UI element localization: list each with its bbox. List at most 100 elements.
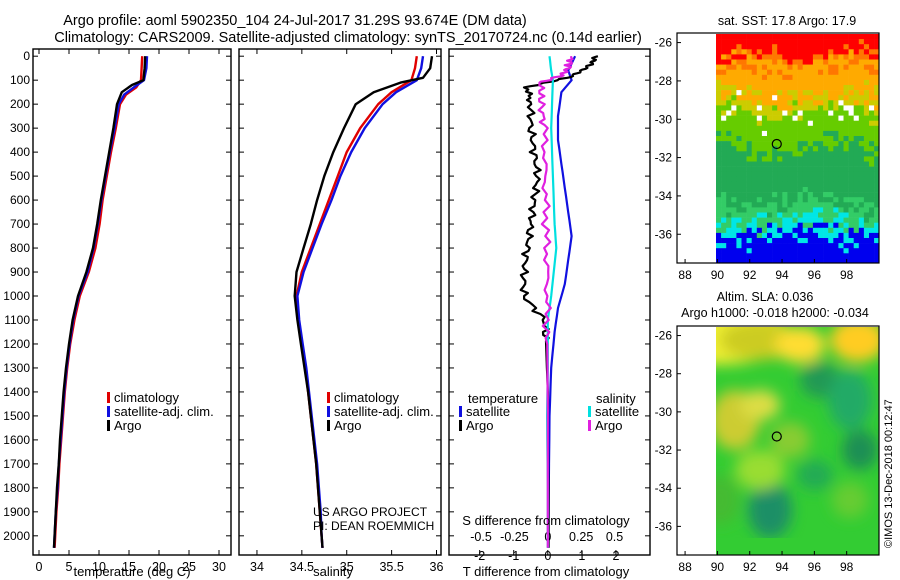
depth-tick-label: 600 xyxy=(10,193,30,207)
x-tick-label: 0 xyxy=(36,560,43,574)
legend-label-climatology: climatology xyxy=(114,390,180,405)
legend-swatch-climatology xyxy=(107,392,110,403)
salinity-plot-frame xyxy=(238,48,442,556)
depth-tick-label: 800 xyxy=(10,241,30,255)
depth-tick-label: 700 xyxy=(10,217,30,231)
figure-title-line1: Argo profile: aoml 5902350_104 24-Jul-20… xyxy=(63,13,527,29)
argo-location-marker xyxy=(771,431,782,442)
depth-tick-label: 1000 xyxy=(3,289,30,303)
legend-swatch-s-satellite xyxy=(588,406,591,417)
s-tick-label: 0.25 xyxy=(569,530,593,544)
difference-plot-frame xyxy=(448,48,651,556)
sla-map-subtitle: Argo h1000: -0.018 h2000: -0.034 xyxy=(681,306,869,320)
depth-tick-label: 2000 xyxy=(3,529,30,543)
map-y-tick-label: -26 xyxy=(655,329,673,343)
legend-label-t-argo: Argo xyxy=(466,418,493,433)
x-tick-label: 5 xyxy=(66,560,73,574)
series-line-t-satellite xyxy=(547,55,577,548)
series-line-satellite-adj-clim- xyxy=(52,56,149,548)
map-x-tick-label: 88 xyxy=(678,560,692,574)
sst-map-title: sat. SST: 17.8 Argo: 17.9 xyxy=(718,14,856,28)
map-x-tick-label: 96 xyxy=(808,268,822,282)
legend-label-satellite: satellite-adj. clim. xyxy=(334,404,434,419)
x-tick-label: 34.5 xyxy=(290,560,314,574)
legend-swatch-climatology xyxy=(327,392,330,403)
depth-tick-label: 0 xyxy=(23,49,30,63)
depth-tick-label: 900 xyxy=(10,265,30,279)
x-tick-label: 30 xyxy=(212,560,226,574)
x-tick-label: 36 xyxy=(430,560,444,574)
map-y-tick-label: -28 xyxy=(655,367,673,381)
sla-map-axes: 88 90 92 94 96 98 -26 -28 -30 -32 -34 -36 xyxy=(655,329,854,574)
depth-tick-label: 400 xyxy=(10,145,30,159)
legend-swatch-satellite xyxy=(107,406,110,417)
depth-tick-label: 1100 xyxy=(4,313,30,327)
difference-legend: temperature satellite Argo salinity sate… xyxy=(459,391,639,433)
legend-label-t-satellite: satellite xyxy=(466,404,510,419)
sst-map-axes: 88 90 92 94 96 98 -26 -28 -30 -32 -34 -36 xyxy=(655,36,854,282)
map-x-tick-label: 96 xyxy=(808,560,822,574)
temperature-chart: 0 5 10 15 20 25 300100200300400500600700800900… xyxy=(3,49,231,574)
legend-swatch-t-argo xyxy=(459,420,462,431)
legend-salinity-title: salinity xyxy=(596,391,636,406)
map-y-tick-label: -30 xyxy=(655,112,673,126)
legend-label-climatology: climatology xyxy=(334,390,400,405)
depth-tick-label: 200 xyxy=(10,97,30,111)
x-tick-label: 35.5 xyxy=(379,560,403,574)
pi-credit: PI: DEAN ROEMMICH xyxy=(313,519,434,533)
sst-map-frame xyxy=(676,32,880,264)
argo-location-marker xyxy=(771,138,782,150)
depth-tick-label: 1300 xyxy=(3,361,30,375)
legend-swatch-s-argo xyxy=(588,420,591,431)
legend-label-argo: Argo xyxy=(334,418,361,433)
imos-timestamp: ©IMOS 13-Dec-2018 00:12:47 xyxy=(883,399,895,548)
sla-map-field xyxy=(716,327,879,555)
depth-tick-label: 300 xyxy=(10,121,30,135)
map-x-tick-label: 90 xyxy=(711,268,725,282)
legend-label-satellite: satellite-adj. clim. xyxy=(114,404,214,419)
depth-tick-label: 1800 xyxy=(3,481,30,495)
series-line-climatology xyxy=(53,56,144,548)
map-x-tick-label: 88 xyxy=(678,268,692,282)
map-y-tick-label: -26 xyxy=(655,36,673,50)
x-tick-label: 25 xyxy=(182,560,196,574)
map-y-tick-label: -32 xyxy=(655,151,673,165)
series-line-argo xyxy=(293,56,434,548)
map-y-tick-label: -28 xyxy=(655,74,673,88)
s-tick-label: 0.5 xyxy=(606,530,623,544)
sst-map-field xyxy=(716,34,879,263)
x-tick-label: 35 xyxy=(340,560,354,574)
depth-tick-label: 1500 xyxy=(3,409,30,423)
map-x-tick-label: 92 xyxy=(743,268,757,282)
legend-temperature-title: temperature xyxy=(468,391,538,406)
depth-tick-label: 1900 xyxy=(3,505,30,519)
project-credit: US ARGO PROJECT xyxy=(313,505,428,519)
legend-swatch-t-satellite xyxy=(459,406,462,417)
x-tick-label: 1 xyxy=(578,549,585,563)
x-tick-label: -2 xyxy=(474,549,485,563)
salinity-chart: 34 34.5 35 35.5 36 xyxy=(239,49,444,574)
depth-tick-label: 1400 xyxy=(3,385,30,399)
map-x-tick-label: 94 xyxy=(775,560,789,574)
x-tick-label: 15 xyxy=(122,560,136,574)
map-x-tick-label: 90 xyxy=(711,560,725,574)
map-y-tick-label: -34 xyxy=(655,481,673,495)
temperature-x-axis-label: temperature (deg C) xyxy=(73,564,190,579)
x-tick-label: 20 xyxy=(152,560,166,574)
depth-tick-label: 100 xyxy=(10,73,30,87)
map-y-tick-label: -36 xyxy=(655,227,673,241)
map-x-tick-label: 94 xyxy=(775,268,789,282)
depth-tick-label: 1200 xyxy=(3,337,30,351)
legend-swatch-argo xyxy=(107,420,110,431)
legend-label-s-argo: Argo xyxy=(595,418,622,433)
series-line-s-argo xyxy=(537,55,574,548)
legend-label-argo: Argo xyxy=(114,418,141,433)
map-y-tick-label: -36 xyxy=(655,519,673,533)
s-tick-label: -0.5 xyxy=(470,530,492,544)
legend-label-s-satellite: satellite xyxy=(595,404,639,419)
depth-tick-label: 1700 xyxy=(3,457,30,471)
salinity-x-axis-label: salinity xyxy=(313,564,353,579)
difference-x-axis-label: T difference from climatology xyxy=(463,564,630,579)
map-x-tick-label: 92 xyxy=(743,560,757,574)
